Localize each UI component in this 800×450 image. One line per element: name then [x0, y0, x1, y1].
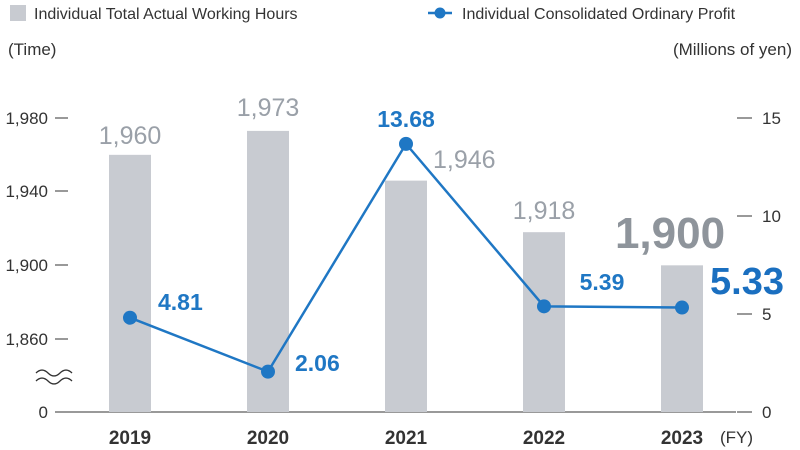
bar-2023: [661, 265, 703, 412]
line-point-2021: [399, 136, 413, 151]
left-tick-label: 1,900: [5, 256, 48, 275]
line-point-2023: [675, 300, 689, 315]
line-value-label: 4.81: [158, 289, 203, 315]
left-tick-label: 0: [39, 403, 48, 422]
bar-value-label: 1,946: [433, 146, 496, 174]
left-tick-label: 1,980: [5, 109, 48, 128]
legend-bar-swatch: [10, 5, 26, 21]
right-axis-unit: (Millions of yen): [673, 40, 792, 59]
bar-2021: [385, 180, 427, 412]
bar-value-label: 1,900: [615, 209, 725, 258]
left-axis: 1,980 1,940 1,900 1,860 0: [5, 109, 73, 422]
legend: Individual Total Actual Working Hours In…: [10, 5, 736, 23]
bar-2019: [109, 154, 151, 413]
x-tick-label: 2022: [523, 428, 565, 449]
line-value-label: 5.33: [710, 261, 784, 303]
right-tick-label: 15: [762, 109, 781, 128]
bar-2022: [523, 232, 565, 412]
right-axis: 15 10 5 0: [737, 109, 781, 422]
left-tick-label: 1,860: [5, 330, 48, 349]
line-value-label: 5.39: [580, 269, 625, 295]
line-series: 4.81 2.06 13.68 5.39 5.33: [123, 106, 784, 379]
x-axis-unit: (FY): [720, 428, 753, 447]
x-axis-tick-labels: 2019 2020 2021 2022 2023: [109, 428, 703, 449]
legend-bar-label: Individual Total Actual Working Hours: [34, 6, 298, 23]
bar-value-label: 1,960: [99, 122, 162, 150]
legend-line-marker: [434, 7, 446, 19]
x-tick-label: 2023: [661, 428, 703, 449]
x-tick-label: 2020: [247, 428, 289, 449]
left-tick-label: 1,940: [5, 182, 48, 201]
legend-line-label: Individual Consolidated Ordinary Profit: [462, 6, 736, 23]
x-tick-label: 2021: [385, 428, 428, 449]
bar-series: 1,960 1,973 1,946 1,918 1,900: [99, 94, 725, 413]
x-tick-label: 2019: [109, 428, 151, 449]
right-tick-label: 10: [762, 207, 781, 226]
right-tick-label: 5: [762, 305, 771, 324]
line-value-label: 2.06: [295, 350, 340, 376]
bar-value-label: 1,973: [237, 94, 300, 122]
line-point-2022: [537, 299, 551, 314]
line-point-2020: [261, 364, 275, 379]
axis-break-icon: [35, 369, 73, 385]
right-tick-label: 0: [762, 403, 771, 422]
line-point-2019: [123, 310, 137, 325]
bar-value-label: 1,918: [513, 197, 576, 225]
line-value-label: 13.68: [377, 106, 435, 132]
left-axis-unit: (Time): [8, 40, 56, 59]
